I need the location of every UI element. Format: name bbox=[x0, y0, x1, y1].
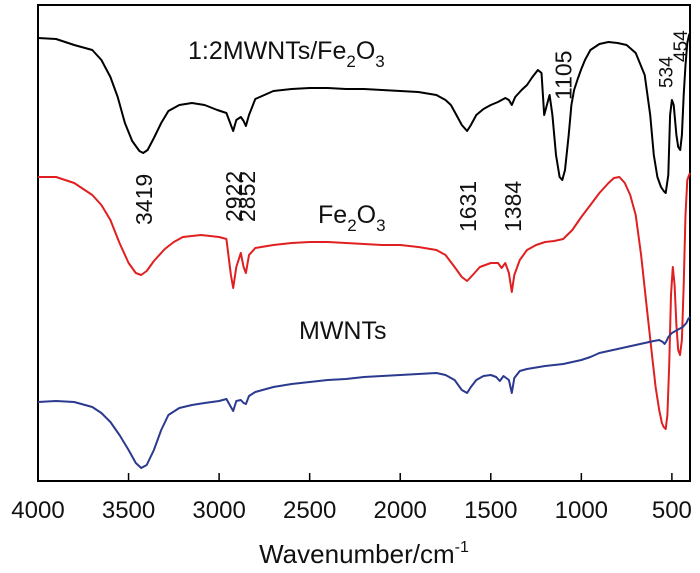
peak-label-2922: 2922 bbox=[221, 171, 247, 222]
peak-label-1105: 1105 bbox=[550, 51, 576, 100]
peak-label-1384: 1384 bbox=[500, 181, 526, 232]
series-lines bbox=[37, 32, 691, 469]
peak-label-454: 454 bbox=[671, 30, 692, 62]
x-tick-label-1000: 1000 bbox=[555, 497, 608, 524]
x-tick-label-500: 500 bbox=[652, 497, 692, 524]
series-label-composite: 1:2MWNTs/Fe2O3 bbox=[188, 37, 385, 71]
series-label-fe2o3: Fe2O3 bbox=[318, 201, 386, 235]
peak-label-2852: 2852 bbox=[234, 171, 260, 222]
peak-label-3419: 3419 bbox=[131, 174, 157, 225]
peak-label-1631: 1631 bbox=[455, 181, 481, 232]
x-tick-label-4000: 4000 bbox=[11, 497, 64, 524]
series-label-mwnts: MWNTs bbox=[299, 317, 386, 345]
series-line-2 bbox=[37, 316, 691, 469]
peak-label-534: 534 bbox=[657, 56, 678, 88]
x-axis-tick-labels: 4000 3500 3000 2500 2000 1500 1000 500 bbox=[11, 497, 692, 524]
x-tick-label-1500: 1500 bbox=[464, 497, 517, 524]
series-line-1 bbox=[38, 172, 691, 430]
x-tick-label-2500: 2500 bbox=[283, 497, 336, 524]
x-axis-title: Wavenumber/cm-1 bbox=[259, 539, 469, 569]
plot-frame bbox=[37, 4, 691, 482]
series-line-0 bbox=[37, 32, 691, 194]
x-axis-ticks bbox=[37, 473, 673, 481]
x-tick-label-3500: 3500 bbox=[102, 497, 155, 524]
x-tick-label-2000: 2000 bbox=[374, 497, 427, 524]
x-tick-label-3000: 3000 bbox=[192, 497, 245, 524]
